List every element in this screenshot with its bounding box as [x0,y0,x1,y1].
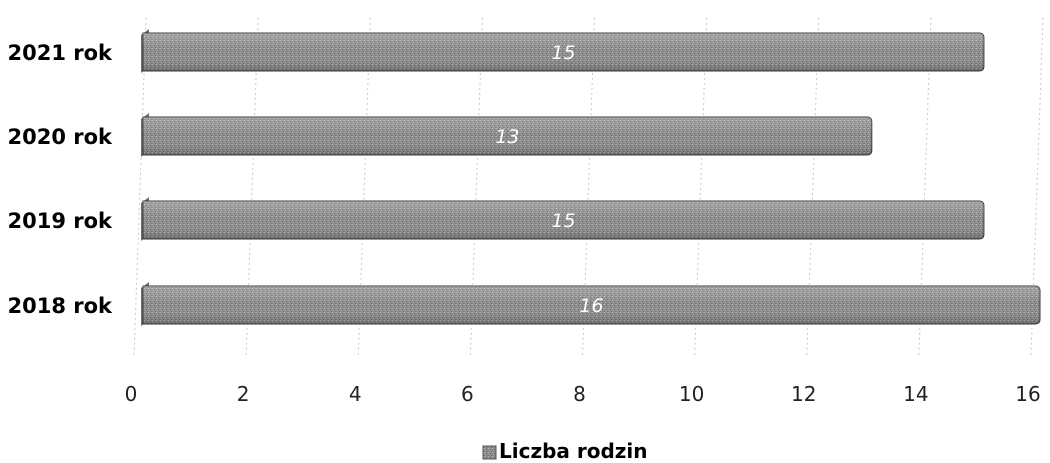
category-label: 2021 rok [7,41,113,65]
bar-shading [143,117,872,155]
category-label: 2018 rok [7,294,113,318]
x-tick-label: 6 [461,382,474,406]
data-label: 16 [579,295,603,317]
x-tick-label: 14 [903,382,928,406]
bar-shading [143,201,984,239]
legend: Liczba rodzin [482,439,648,463]
data-label: 15 [551,210,575,232]
bars: 15 13 15 16 [141,29,1041,326]
bar-group: 15 [141,29,985,73]
bar-group: 15 [141,197,985,241]
category-label: 2019 rok [7,209,113,233]
data-label: 15 [551,42,575,64]
bar-group: 16 [141,282,1041,326]
x-tick-label: 4 [349,382,362,406]
bar-shading [143,286,1040,324]
x-tick-labels: 0 2 4 6 8 10 12 14 16 [125,382,1041,406]
x-tick-label: 16 [1015,382,1040,406]
x-tick-label: 0 [125,382,138,406]
data-label: 13 [495,126,519,148]
x-tick-label: 10 [679,382,704,406]
category-labels: 2021 rok 2020 rok 2019 rok 2018 rok [7,41,113,318]
x-tick-label: 8 [573,382,586,406]
bar-group: 13 [141,113,873,157]
legend-label: Liczba rodzin [499,439,648,463]
gridline [133,17,147,357]
x-tick-label: 2 [237,382,250,406]
bar-shading [143,33,984,71]
category-label: 2020 rok [7,125,113,149]
legend-swatch [482,445,497,460]
x-tick-label: 12 [791,382,816,406]
